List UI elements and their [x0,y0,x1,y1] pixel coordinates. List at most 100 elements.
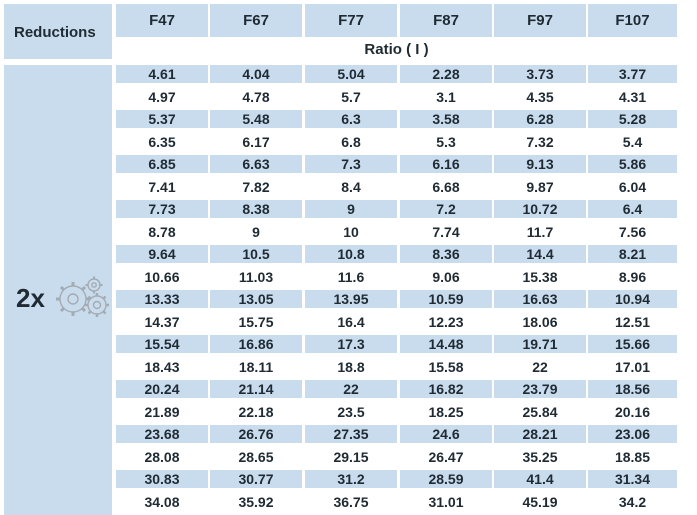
ratio-cell: 15.75 [238,313,274,330]
column-header: F87 [400,4,492,37]
ratio-cell: 16.63 [494,290,586,308]
ratio-cell: 31.2 [305,470,397,488]
ratio-cell: 7.82 [242,178,270,195]
ratio-cell: 6.17 [242,133,270,150]
ratio-cell: 9.13 [494,155,586,173]
ratio-cell: 21.14 [210,380,302,398]
ratio-cell: 35.25 [522,448,558,465]
ratio-cell: 10.94 [588,290,677,308]
ratio-cell: 18.06 [522,313,558,330]
ratio-cell: 10.66 [144,268,180,285]
ratio-cell: 8.78 [148,223,176,240]
ratio-cell: 6.4 [588,200,677,218]
gears-icon [56,276,109,317]
ratio-cell: 18.8 [337,358,365,375]
ratio-cell: 23.06 [588,425,677,443]
ratio-cell: 13.33 [116,290,208,308]
ratio-cell: 19.71 [494,335,586,353]
ratio-cell: 11.6 [337,268,365,285]
ratio-cell: 3.58 [400,110,492,128]
ratio-cell: 9 [252,223,260,240]
column-header: F47 [116,4,208,37]
ratio-cell: 31.01 [428,493,464,510]
ratio-cell: 6.8 [341,133,361,150]
ratio-cell: 15.54 [116,335,208,353]
ratio-cell: 23.5 [337,403,365,420]
ratio-cell: 18.11 [238,358,274,375]
ratio-cell: 28.08 [144,448,180,465]
ratio-cell: 34.2 [618,493,647,510]
ratio-cell: 6.85 [116,155,208,173]
ratio-cell: 10 [343,223,359,240]
ratio-cell: 23.79 [494,380,586,398]
ratio-cell: 17.3 [305,335,397,353]
ratio-cell: 34.08 [144,493,180,510]
ratio-cell: 7.41 [148,178,176,195]
ratio-cell: 13.95 [305,290,397,308]
ratio-cell: 30.83 [116,470,208,488]
ratio-cell: 6.68 [432,178,460,195]
ratio-cell: 18.25 [428,403,464,420]
ratio-cell: 8.96 [618,268,647,285]
ratio-cell: 23.68 [116,425,208,443]
ratio-cell: 5.3 [436,133,456,150]
ratio-cell: 7.2 [400,200,492,218]
ratio-cell: 13.05 [210,290,302,308]
ratio-cell: 30.77 [210,470,302,488]
ratio-cell: 17.01 [614,358,651,375]
column-header: F77 [305,4,397,37]
ratio-cell: 9.87 [526,178,554,195]
ratio-cell: 3.1 [436,88,456,105]
ratio-cell: 3.73 [494,65,586,83]
ratio-cell: 18.85 [614,448,651,465]
ratio-cell: 18.56 [588,380,677,398]
ratio-cell: 7.56 [618,223,647,240]
column-header: F107 [588,4,677,37]
ratio-cell: 9.06 [432,268,460,285]
ratio-cell: 8.36 [400,245,492,263]
ratio-cell: 10.5 [210,245,302,263]
ratio-label: Ratio ( I ) [364,40,429,58]
ratio-cell: 45.19 [522,493,558,510]
ratio-cell: 10.59 [400,290,492,308]
ratio-cell: 41.4 [494,470,586,488]
ratio-cell: 3.77 [588,65,677,83]
ratio-cell: 10.72 [494,200,586,218]
ratio-cell: 7.74 [432,223,460,240]
ratio-cell: 20.24 [116,380,208,398]
ratio-cell: 26.47 [428,448,464,465]
ratio-cell: 4.31 [618,88,647,105]
ratio-cell: 5.7 [341,88,361,105]
ratio-cell: 14.4 [494,245,586,263]
ratio-cell: 4.78 [242,88,270,105]
reduction-type-label: 2x [16,283,45,313]
ratio-cell: 25.84 [522,403,558,420]
ratio-cell: 8.38 [210,200,302,218]
ratio-cell: 15.38 [522,268,558,285]
ratio-cell: 36.75 [333,493,369,510]
ratio-cell: 5.4 [622,133,643,150]
ratio-cell: 35.92 [238,493,274,510]
ratio-cell: 28.59 [400,470,492,488]
ratio-cell: 31.34 [588,470,677,488]
ratio-cell: 8.4 [341,178,361,195]
ratio-cell: 4.35 [526,88,554,105]
ratio-cell: 12.51 [614,313,651,330]
ratio-cell: 4.97 [148,88,176,105]
ratio-cell: 6.16 [400,155,492,173]
ratio-cell: 16.82 [400,380,492,398]
ratio-cell: 5.86 [588,155,677,173]
ratio-cell: 28.21 [494,425,586,443]
ratio-cell: 4.04 [210,65,302,83]
ratio-cell: 16.4 [337,313,365,330]
ratio-cell: 27.35 [305,425,397,443]
reductions-header-label: Reductions [14,24,96,41]
ratio-cell: 28.65 [238,448,274,465]
column-header: F67 [210,4,302,37]
ratio-cell: 14.37 [144,313,180,330]
ratio-cell: 4.61 [116,65,208,83]
ratio-cell: 5.04 [305,65,397,83]
ratio-cell: 5.48 [210,110,302,128]
ratio-cell: 22 [532,358,548,375]
ratio-cell: 18.43 [144,358,180,375]
